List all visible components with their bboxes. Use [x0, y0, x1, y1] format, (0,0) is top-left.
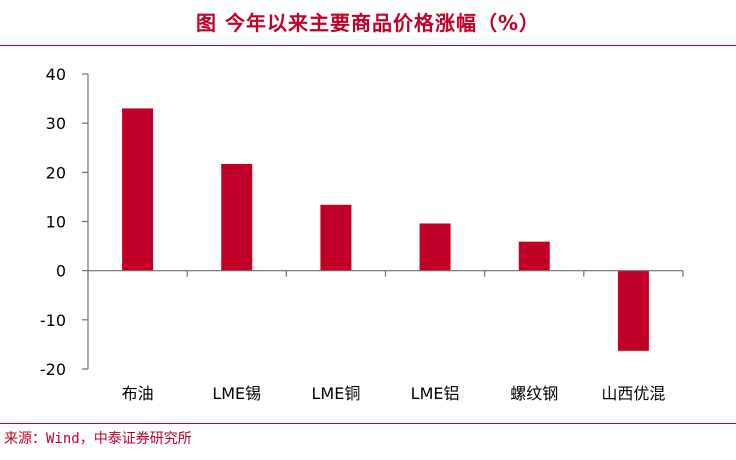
x-tick-label: 螺纹钢	[510, 384, 558, 403]
y-tick-label: 30	[46, 114, 66, 133]
bar-5	[617, 270, 649, 351]
y-tick-label: -10	[40, 311, 66, 330]
y-tick-label: 40	[46, 65, 66, 84]
bar-4	[518, 241, 550, 271]
y-tick-label: 20	[46, 163, 66, 182]
x-tick-label: LME铝	[411, 384, 460, 403]
bar-0	[122, 108, 154, 271]
y-tick-label: -20	[40, 360, 66, 379]
bar-1	[221, 163, 253, 271]
y-axis: -20 -10 0 10 20 30 40	[40, 65, 89, 379]
x-tick-label: 布油	[122, 384, 154, 403]
x-tick-label: 山西优混	[601, 384, 665, 403]
y-tick-label: 0	[56, 262, 66, 281]
y-tick-label: 10	[46, 213, 66, 232]
bar-3	[419, 223, 451, 271]
x-tick-label: LME锡	[212, 384, 261, 403]
bars	[122, 108, 649, 351]
footer-divider	[0, 423, 736, 424]
chart-title: 图 今年以来主要商品价格涨幅（%）	[195, 11, 540, 35]
x-tick-label: LME铜	[311, 384, 360, 403]
bar-2	[320, 204, 352, 271]
header-divider	[0, 45, 736, 46]
source-note: 来源：Wind，中泰证券研究所	[4, 431, 192, 447]
x-axis: 布油 LME锡 LME铜 LME铝 螺纹钢 山西优混	[87, 270, 684, 403]
